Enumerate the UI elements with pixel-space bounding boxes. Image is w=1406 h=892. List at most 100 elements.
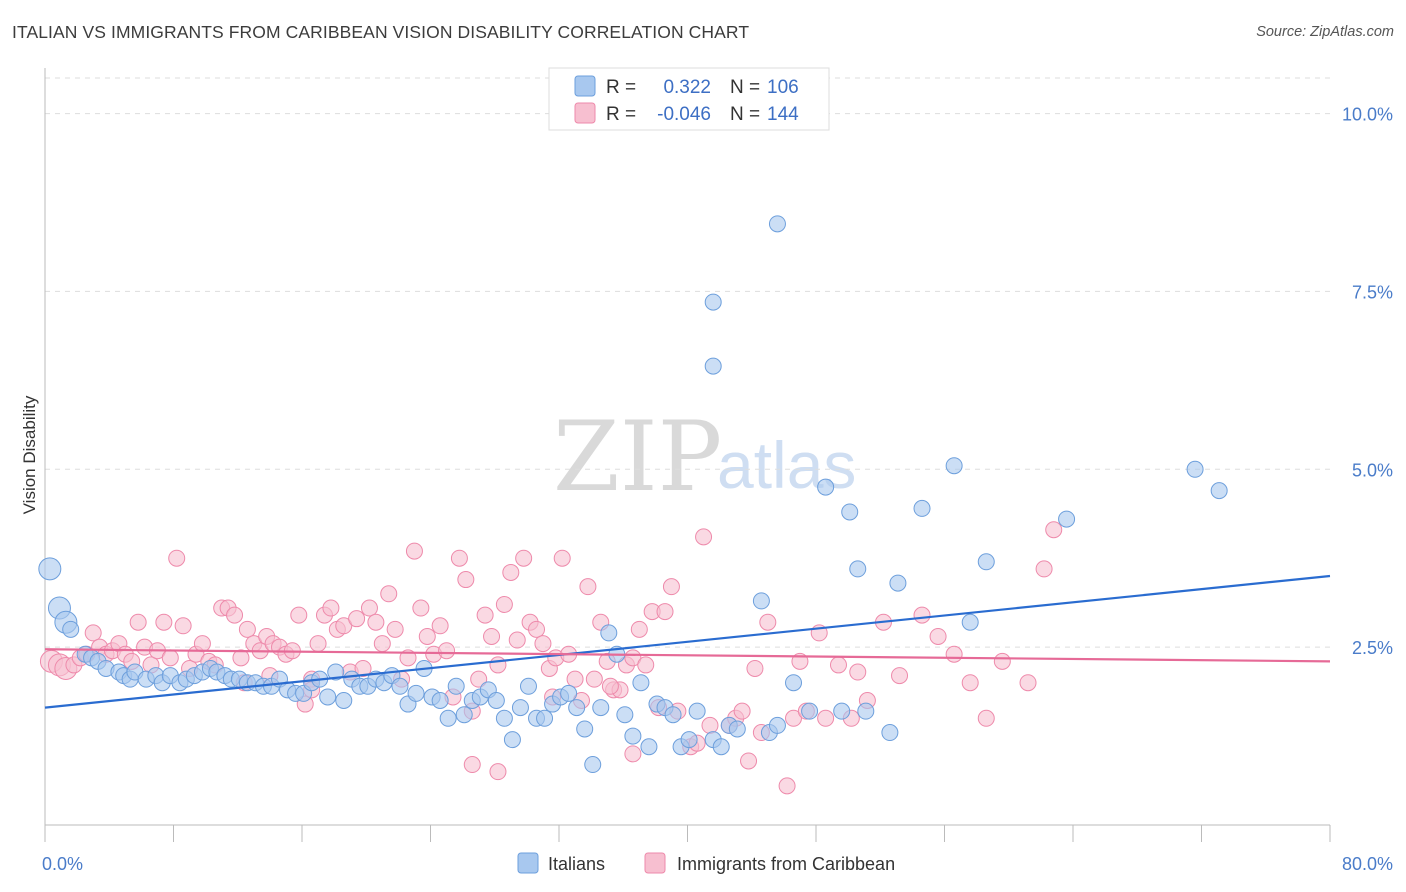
point-pink-120 (891, 667, 909, 685)
legend-swatch-caribbean (574, 102, 596, 124)
point-blue-104 (1210, 482, 1228, 500)
point-pink-130 (463, 756, 481, 774)
point-pink-83 (579, 578, 597, 596)
point-pink-109 (778, 777, 796, 795)
axes (44, 68, 1331, 842)
point-pink-57 (412, 599, 430, 617)
series-immigrants-from-caribbean (39, 521, 1063, 795)
point-blue-100 (961, 613, 979, 631)
point-pink-50 (367, 613, 385, 631)
y-tick-label-0: 2.5% (1352, 638, 1393, 658)
bottom-legend: Italians Immigrants from Caribbean (517, 852, 895, 874)
point-blue-51 (447, 677, 465, 695)
tick-labels: 2.5% 5.0% 7.5% 10.0% 0.0% 80.0% (42, 105, 1393, 874)
point-blue-36 (327, 663, 345, 681)
point-pink-79 (553, 549, 571, 567)
point-blue-56 (487, 692, 505, 709)
point-blue-95 (857, 702, 875, 720)
point-pink-71 (502, 563, 520, 581)
y-axis-title: Vision Disability (20, 395, 39, 514)
y-tick-label-1: 5.0% (1352, 460, 1393, 480)
point-pink-108 (759, 613, 777, 631)
point-pink-104 (733, 702, 751, 720)
point-blue-99 (945, 457, 963, 475)
point-blue-89 (785, 674, 803, 692)
point-pink-69 (489, 656, 507, 674)
bottom-legend-label-caribbean: Immigrants from Caribbean (677, 854, 895, 874)
point-blue-70 (600, 624, 618, 642)
point-pink-41 (309, 635, 327, 653)
point-pink-48 (354, 659, 372, 677)
point-pink-96 (662, 578, 680, 596)
point-pink-126 (993, 652, 1011, 670)
point-blue-67 (576, 720, 594, 738)
legend-r-value-caribbean: -0.046 (657, 104, 711, 125)
point-pink-51 (373, 635, 391, 653)
point-blue-97 (889, 574, 907, 592)
point-pink-133 (624, 745, 642, 763)
point-pink-20 (174, 617, 192, 635)
point-pink-122 (929, 627, 947, 645)
point-pink-124 (961, 674, 979, 692)
point-blue-85 (728, 720, 746, 738)
point-blue-105 (704, 357, 722, 375)
point-blue-107 (768, 215, 786, 233)
point-blue-60 (519, 677, 537, 695)
point-blue-68 (584, 756, 602, 774)
point-blue-57 (495, 709, 513, 727)
point-pink-29 (232, 649, 250, 667)
x-tick-label-max: 80.0% (1342, 854, 1393, 874)
chart-title: ITALIAN VS IMMIGRANTS FROM CARIBBEAN VIS… (12, 22, 750, 42)
point-blue-50 (439, 709, 457, 727)
watermark-atlas: atlas (717, 428, 856, 502)
legend-r-value-italians: 0.322 (663, 77, 711, 98)
bottom-legend-swatch-caribbean (644, 852, 666, 874)
point-pink-49 (360, 599, 378, 617)
point-pink-28 (226, 606, 244, 624)
point-blue-37 (335, 692, 353, 709)
watermark: ZIP atlas (553, 401, 856, 513)
point-blue-73 (624, 727, 642, 745)
point-pink-128 (1035, 560, 1053, 578)
legend-n-label-italians: N = (730, 77, 760, 98)
point-pink-117 (849, 663, 867, 681)
point-pink-64 (457, 571, 475, 589)
point-blue-52 (455, 706, 473, 724)
legend-n-value-caribbean: 144 (767, 104, 799, 125)
point-pink-45 (335, 617, 353, 635)
trend-line-pink (44, 648, 1331, 663)
point-pink-18 (161, 649, 179, 667)
point-blue-98 (913, 499, 931, 517)
point-blue-106 (704, 293, 722, 311)
point-pink-61 (438, 642, 456, 660)
legend-r-label-caribbean: R = (606, 104, 636, 125)
point-blue-62 (536, 709, 554, 727)
point-blue-103 (1186, 460, 1204, 478)
point-blue-3 (62, 620, 80, 638)
trend-line-blue (44, 574, 1331, 709)
point-pink-47 (348, 610, 366, 628)
point-blue-81 (688, 702, 706, 720)
watermark-zip: ZIP (553, 401, 722, 513)
point-pink-70 (495, 595, 513, 613)
bottom-legend-label-italians: Italians (548, 854, 605, 874)
point-blue-46 (407, 684, 425, 702)
point-pink-95 (656, 603, 674, 621)
point-pink-132 (601, 677, 619, 695)
series-italians (38, 215, 1228, 774)
point-blue-90 (801, 702, 819, 720)
point-pink-60 (431, 617, 449, 635)
legend-n-value-italians: 106 (767, 77, 799, 98)
trend-lines (44, 574, 1331, 709)
point-blue-0 (38, 557, 62, 581)
point-blue-44 (391, 677, 409, 695)
bottom-legend-swatch-italians (517, 852, 539, 874)
point-pink-38 (290, 606, 308, 624)
point-pink-92 (637, 656, 655, 674)
point-blue-72 (616, 706, 634, 724)
point-pink-19 (168, 549, 186, 567)
point-blue-96 (881, 724, 899, 742)
point-blue-86 (752, 592, 770, 610)
legend-box: R = 0.322 N = 106 R = -0.046 N = 144 (548, 67, 830, 131)
